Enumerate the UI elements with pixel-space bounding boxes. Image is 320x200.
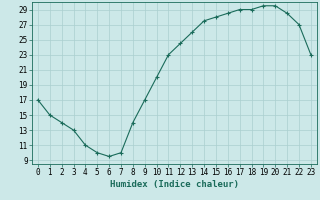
X-axis label: Humidex (Indice chaleur): Humidex (Indice chaleur) <box>110 180 239 189</box>
